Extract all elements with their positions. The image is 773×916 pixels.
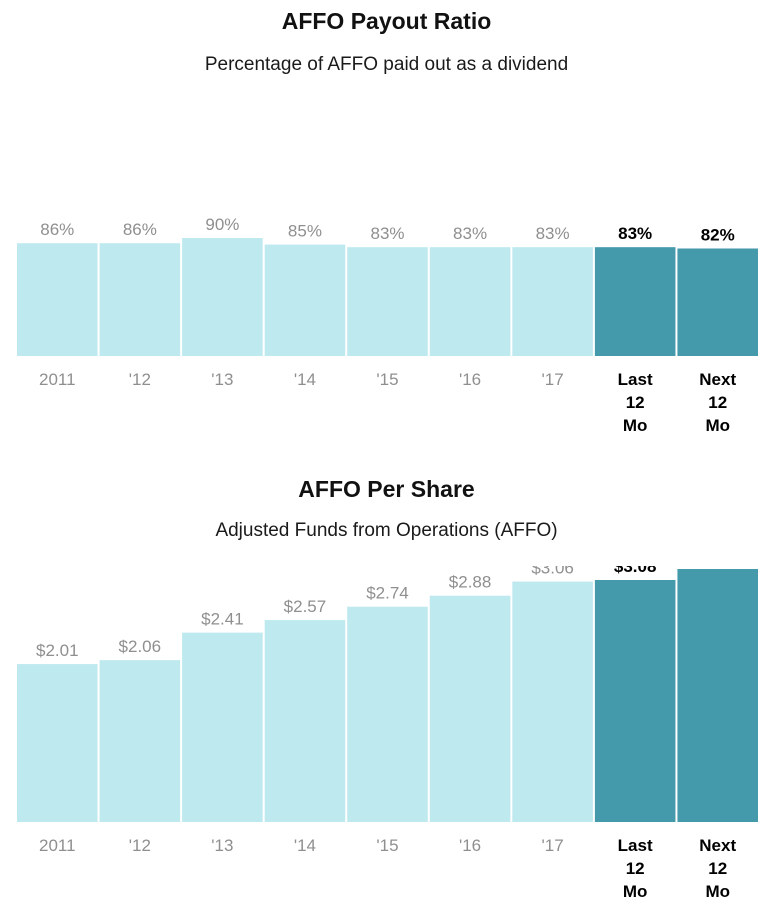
chart-title: AFFO Per Share — [298, 476, 475, 502]
bar — [17, 664, 98, 822]
bar — [264, 620, 346, 822]
data-label: $2.06 — [119, 637, 162, 656]
bar — [182, 632, 263, 822]
data-label: $2.74 — [366, 584, 409, 603]
tick-label: 2011 — [39, 370, 76, 389]
bar — [347, 606, 428, 822]
data-label: 83% — [370, 224, 404, 243]
affo-per-share-panel: AFFO Per Share Adjusted Funds from Opera… — [0, 466, 773, 916]
data-label: 90% — [205, 215, 239, 234]
tick-label: '17 — [542, 370, 564, 389]
tick-label: Next 12 Mo — [699, 836, 736, 901]
tick-label: '15 — [376, 836, 398, 855]
bar — [512, 247, 593, 356]
data-label: $3.06 — [531, 566, 574, 578]
bar — [677, 569, 758, 822]
tick-label: '13 — [211, 836, 233, 855]
data-label: 83% — [618, 224, 652, 243]
bar — [347, 247, 428, 356]
payout-ratio-chart: 86% 2011 86% '12 90% '13 85% '14 83% '15 83% '16 83%… — [17, 215, 758, 435]
bar — [99, 243, 181, 356]
data-label: $2.41 — [201, 610, 244, 629]
bar — [99, 660, 181, 822]
data-label: $2.57 — [284, 597, 327, 616]
bar — [264, 244, 346, 356]
payout-ratio-panel: AFFO Payout Ratio Percentage of AFFO pai… — [17, 8, 758, 435]
tick-label: '17 — [542, 836, 564, 855]
data-label: $3.08 — [614, 566, 657, 576]
tick-label: Last 12 Mo — [618, 370, 653, 435]
bar — [429, 595, 511, 822]
tick-label: '14 — [294, 836, 316, 855]
bar — [512, 581, 593, 822]
chart-title: AFFO Payout Ratio — [281, 8, 492, 34]
chart-subtitle: Percentage of AFFO paid out as a dividen… — [204, 54, 569, 75]
tick-label: '14 — [294, 370, 316, 389]
bar — [594, 247, 676, 356]
tick-label: Next 12 Mo — [699, 370, 736, 435]
data-label: 86% — [123, 220, 157, 239]
tick-label: Last 12 Mo — [618, 836, 653, 901]
tick-label: '16 — [459, 836, 481, 855]
bar — [182, 238, 263, 356]
bar — [677, 248, 758, 356]
tick-label: '12 — [129, 370, 151, 389]
bar — [17, 243, 98, 356]
tick-label: '12 — [129, 836, 151, 855]
tick-label: 2011 — [39, 836, 76, 855]
bar — [429, 247, 511, 356]
data-label: 85% — [288, 222, 322, 241]
data-label: 83% — [536, 224, 570, 243]
data-label: 86% — [40, 220, 74, 239]
tick-label: '16 — [459, 370, 481, 389]
chart-subtitle: Adjusted Funds from Operations (AFFO) — [215, 520, 558, 541]
bar — [594, 580, 676, 822]
data-label: $2.88 — [449, 573, 492, 592]
data-label: 83% — [453, 224, 487, 243]
affo-per-share-chart: $2.01 2011 $2.06 '12 $2.41 '13 $2.57 '14 $2.74 '1… — [17, 566, 758, 901]
data-label: 82% — [701, 225, 735, 244]
tick-label: '15 — [376, 370, 398, 389]
data-label: $2.01 — [36, 641, 79, 660]
tick-label: '13 — [211, 370, 233, 389]
